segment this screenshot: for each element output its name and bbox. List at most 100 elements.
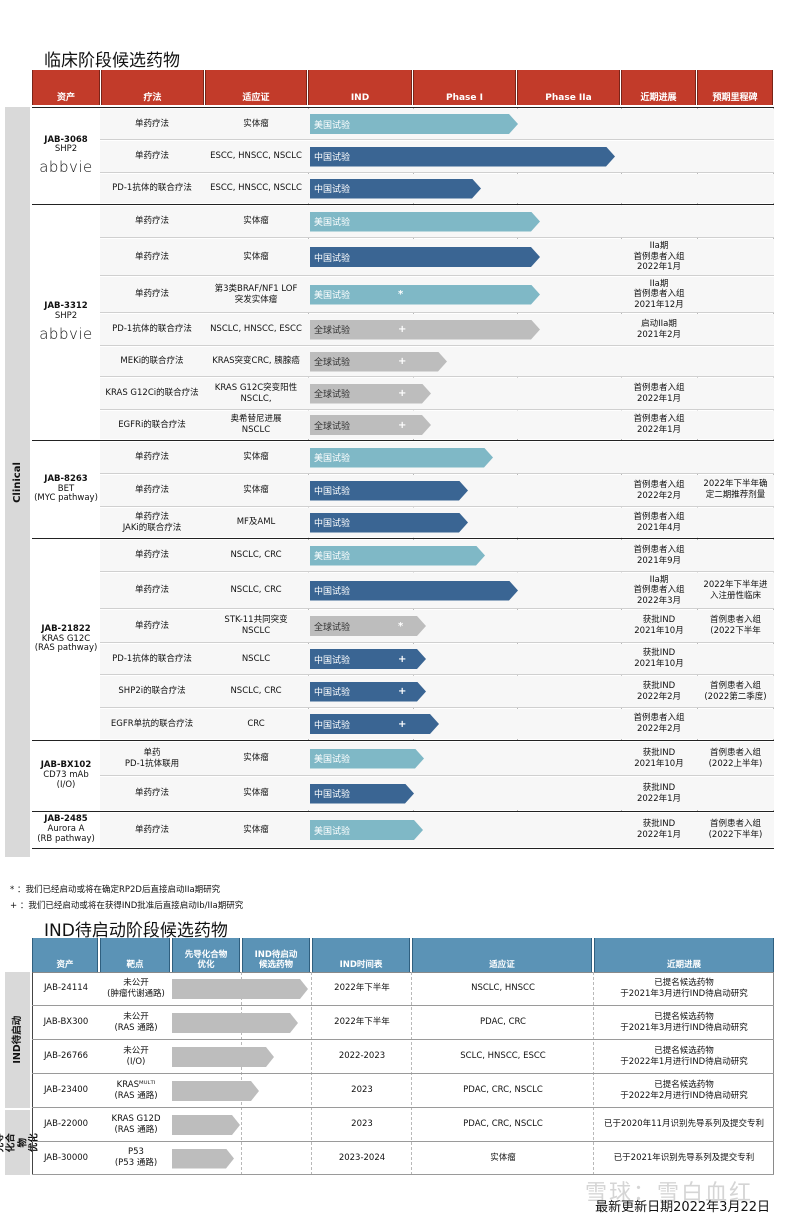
global-trial-bar: 全球试验 + <box>310 384 431 404</box>
asset-code: JAB-21822 <box>41 623 91 634</box>
target-cell: 未公开 (RAS 通路) <box>114 1011 158 1033</box>
row-background <box>100 644 774 674</box>
asset-cell: JAB-8263 BET (MYC pathway) <box>32 441 100 538</box>
group-divider <box>32 440 774 441</box>
asset-detail: CD73 mAb <box>43 770 89 781</box>
table-row: 单药疗法 NSCLC, CRC 首例患者入组 2021年9月 美国试验 <box>100 539 774 572</box>
indication-cell: 实体瘤 <box>243 485 269 496</box>
table-row: 单药疗法 实体瘤 美国试验 <box>100 108 774 140</box>
indication-cell: NSCLC, HNSCC <box>471 983 535 994</box>
indication-cell: 实体瘤 <box>243 118 269 129</box>
asset-cell: JAB-22000 <box>43 1119 89 1130</box>
row-separator <box>100 473 774 474</box>
header-progress: 近期进展 <box>621 70 696 105</box>
row-background <box>100 411 774 439</box>
therapy-cell: PD-1抗体的联合疗法 <box>112 653 192 664</box>
milestone-cell: 2022年下半年确 定二期推荐剂量 <box>703 478 768 500</box>
table-row: 单药疗法 实体瘤 首例患者入组 2022年2月 中国试验 <box>100 474 774 507</box>
table-row: 单药疗法 NSCLC, CRC IIa期 首例患者入组 2022年3月 2022… <box>100 572 774 609</box>
asset-cell: JAB-23400 <box>43 1085 89 1096</box>
plus-marker: + <box>398 718 407 730</box>
therapy-cell: PD-1抗体的联合疗法 <box>112 183 192 194</box>
milestone-cell <box>697 173 774 204</box>
asset-detail: SHP2 <box>54 144 78 155</box>
bar-label: 美国试验 <box>314 120 351 131</box>
ind-table-row: JAB-BX300 未公开 (RAS 通路) 2022年下半年 PDAC, CR… <box>32 1006 774 1040</box>
china-trial-bar: 中国试验 <box>310 179 481 199</box>
header-phase2a: Phase IIa <box>517 70 620 105</box>
bar-label: 美国试验 <box>314 218 351 228</box>
table-row: 单药疗法 第3类BRAF/NF1 LOF 突发实体瘤 IIa期 首例患者入组 2… <box>100 276 774 313</box>
milestone-cell <box>697 276 774 313</box>
progress-cell <box>621 173 697 204</box>
indication-cell: 第3类BRAF/NF1 LOF 突发实体瘤 <box>214 283 298 305</box>
progress-bar <box>172 979 308 999</box>
asset-code: JAB-3068 <box>44 134 88 145</box>
row-separator <box>100 409 774 410</box>
row-separator <box>100 312 774 313</box>
milestone-cell <box>697 238 774 276</box>
bar-label: 美国试验 <box>314 552 351 562</box>
asset-cell: JAB-2485 Aurora A (RB pathway) <box>32 812 100 848</box>
row-separator <box>100 775 774 776</box>
table-row: SHP2i的联合疗法 NSCLC, CRC 获批IND 2022年2月 首例患者… <box>100 675 774 708</box>
header-therapy: 疗法 <box>101 70 204 105</box>
therapy-cell: 单药疗法 <box>134 485 169 496</box>
progress-cell: 获批IND 2022年1月 <box>636 819 682 840</box>
indication-cell: 实体瘤 <box>243 824 269 835</box>
row-separator <box>100 275 774 276</box>
progress-cell <box>621 108 697 140</box>
progress-cell: IIa期 首例患者入组 2022年1月 <box>633 241 685 273</box>
grid-line <box>697 107 698 841</box>
clinical-side-band: Clinical <box>5 107 30 857</box>
milestone-cell <box>697 539 774 572</box>
us-trial-bar: 美国试验 * <box>310 285 540 305</box>
progress-cell: 已提名候选药物 于2021年3月进行IND待启动研究 <box>620 1011 748 1033</box>
milestone-cell <box>697 410 774 440</box>
indication-cell: PDAC, CRC <box>480 1017 526 1028</box>
table-row: EGFRi的联合疗法 奥希替尼进展 NSCLC 首例患者入组 2022年1月 全… <box>100 410 774 440</box>
asset-code: JAB-2485 <box>44 814 88 825</box>
table-row: 单药疗法 JAKi的联合疗法 MF及AML 首例患者入组 2021年4月 中国试… <box>100 507 774 538</box>
row-separator <box>100 608 774 609</box>
header-asset: 资产 <box>32 70 100 105</box>
progress-cell: 获批IND 2021年10月 <box>634 615 684 636</box>
timeline-cell: 2023 <box>351 1085 373 1096</box>
bar-label: 全球试验 <box>314 358 351 368</box>
plus-marker: + <box>398 388 407 399</box>
clinical-title: 临床阶段候选药物 <box>44 51 180 71</box>
indication-cell: 实体瘤 <box>243 753 269 764</box>
milestone-cell: 2022年下半年进 入注册性临床 <box>703 579 768 601</box>
table-row: KRAS G12Ci的联合疗法 KRAS G12C突变阳性 NSCLC, 首例患… <box>100 377 774 410</box>
table-row: 单药疗法 实体瘤 美国试验 <box>100 205 774 238</box>
header-ind: IND <box>308 70 412 105</box>
row-separator <box>100 376 774 377</box>
therapy-cell: 单药疗法 JAKi的联合疗法 <box>122 511 182 533</box>
therapy-cell: SHP2i的联合疗法 <box>118 686 186 697</box>
therapy-cell: 单药 PD-1抗体联用 <box>124 747 180 769</box>
asterisk-marker: * <box>398 620 404 632</box>
plus-marker: + <box>398 356 407 367</box>
therapy-cell: 单药疗法 <box>134 251 169 262</box>
milestone-cell: 首例患者入组 (2022下半年 <box>709 615 761 636</box>
indication-cell: NSCLC <box>241 653 271 664</box>
table-row: MEKi的联合疗法 KRAS突变CRC, 胰腺癌 全球试验 + <box>100 346 774 377</box>
therapy-cell: 单药疗法 <box>134 289 169 300</box>
timeline-cell: 2022-2023 <box>338 1051 386 1062</box>
asset-detail: SHP2 <box>54 310 78 321</box>
indication-cell: CRC <box>247 718 265 729</box>
progress-cell: 获批IND 2022年1月 <box>636 782 682 804</box>
indication-cell: 实体瘤 <box>243 251 269 262</box>
group-divider <box>32 811 774 812</box>
therapy-cell: 单药疗法 <box>134 216 169 227</box>
asset-detail: (RAS pathway) <box>34 643 98 654</box>
ind-table-row: JAB-23400 KRASᴹᵁᴸᵀᴵ (RAS 通路) 2023 PDAC, … <box>32 1074 774 1108</box>
table-row: 单药疗法 实体瘤 获批IND 2022年1月 中国试验 <box>100 776 774 811</box>
bar-label: 中国试验 <box>314 519 351 529</box>
header-milestone: 预期里程碑 <box>697 70 773 105</box>
indication-cell: MF及AML <box>236 517 276 528</box>
us-trial-bar: 美国试验 <box>310 546 485 566</box>
progress-cell <box>621 346 697 377</box>
timeline-cell: 2022年下半年 <box>334 983 390 994</box>
target-cell: KRASᴹᵁᴸᵀᴵ (RAS 通路) <box>114 1079 158 1101</box>
